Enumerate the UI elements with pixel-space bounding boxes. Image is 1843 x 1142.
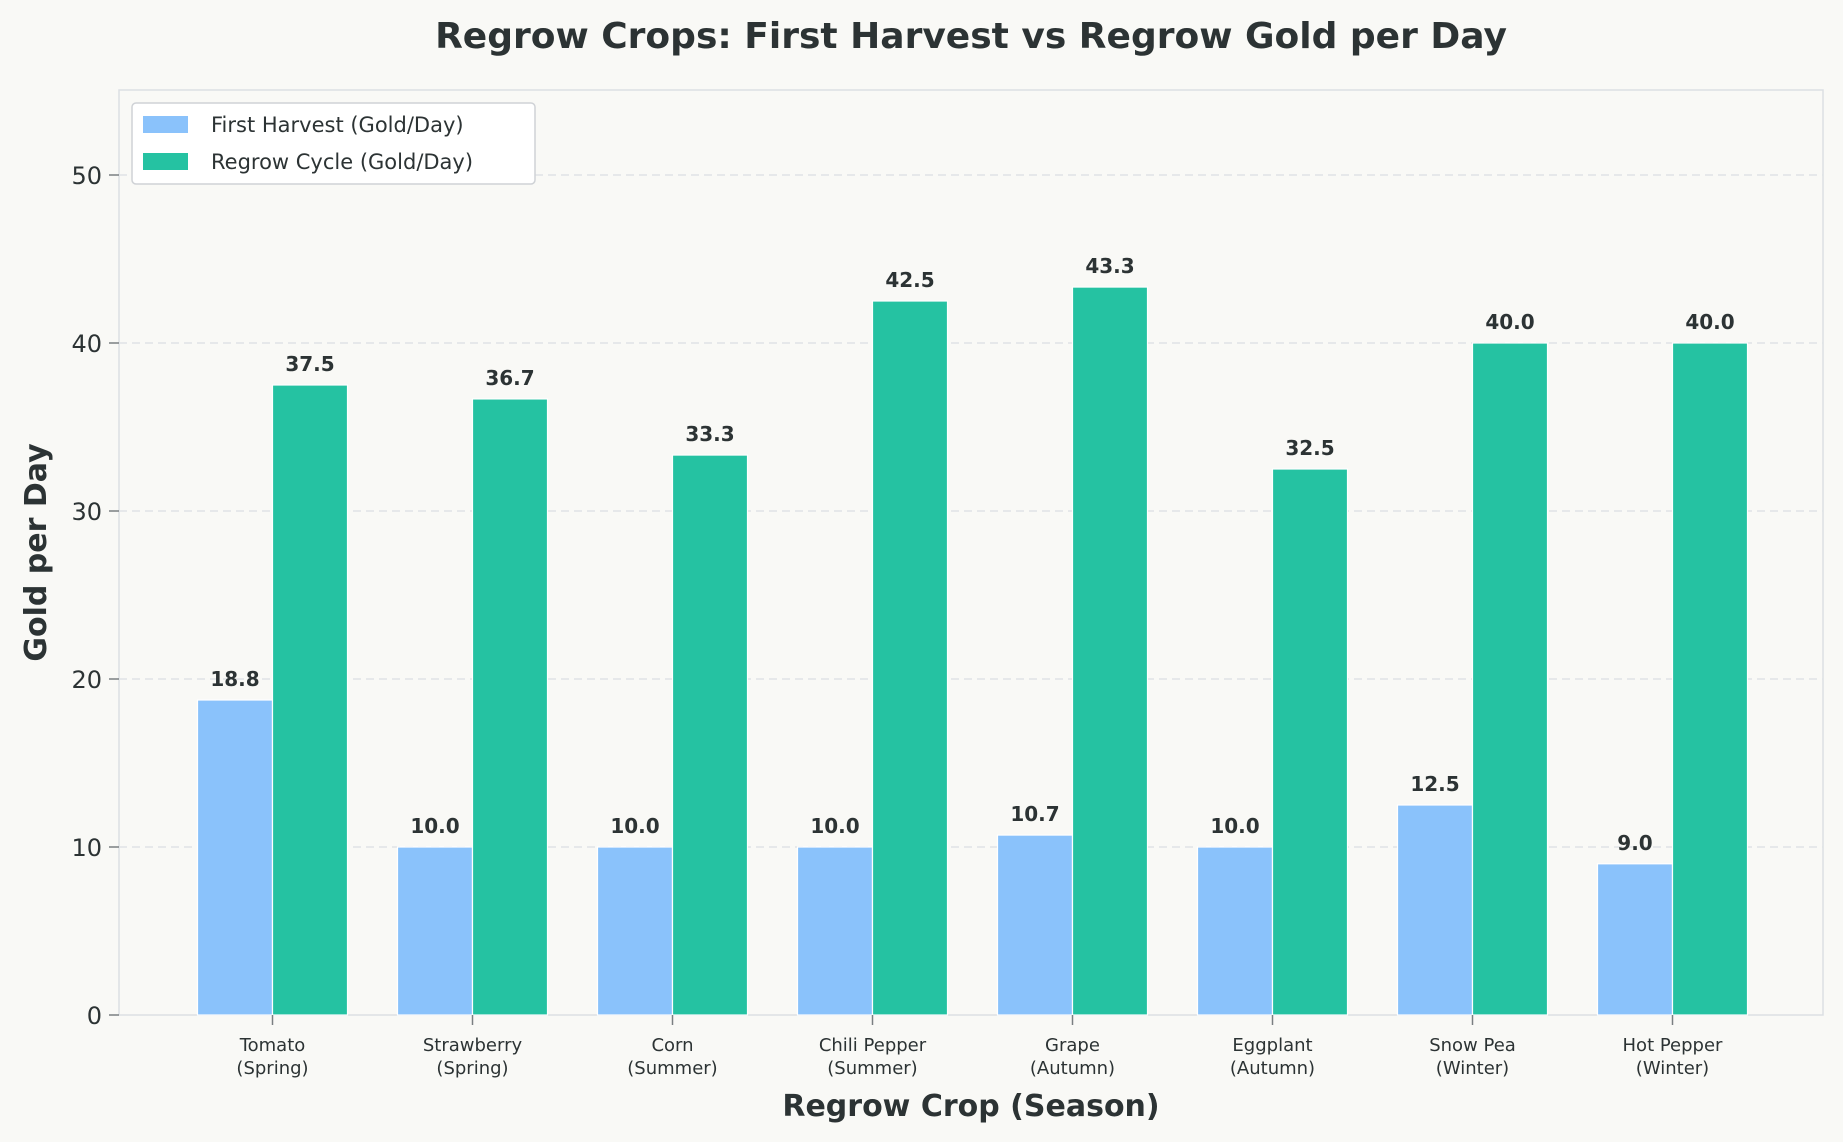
bar-value-label: 10.7	[1010, 802, 1059, 826]
bar-value-label: 18.8	[210, 667, 259, 691]
bar-first-harvest	[796, 846, 874, 1016]
legend-swatch-regrow-cycle	[143, 153, 188, 170]
y-tick-label: 50	[71, 162, 102, 190]
x-tick-label: Strawberry (Spring)	[423, 1035, 523, 1079]
bar-first-harvest	[196, 699, 274, 1016]
x-axis-label: Regrow Crop (Season)	[782, 1089, 1159, 1124]
bar-value-label: 10.0	[1210, 814, 1259, 838]
bar-first-harvest	[596, 846, 674, 1016]
y-tick-label: 20	[71, 666, 102, 694]
bar-value-label: 9.0	[1617, 831, 1652, 855]
x-tick-label: Eggplant (Autumn)	[1230, 1035, 1315, 1079]
bar-value-label: 40.0	[1685, 310, 1734, 334]
bar-regrow-cycle	[471, 398, 549, 1016]
bar-value-label: 10.0	[810, 814, 859, 838]
y-tick-label: 40	[71, 330, 102, 358]
y-axis-label: Gold per Day	[19, 443, 54, 662]
x-tick-label: Hot Pepper (Winter)	[1623, 1035, 1724, 1079]
legend: First Harvest (Gold/Day) Regrow Cycle (G…	[131, 102, 536, 185]
x-tick-label: Chili Pepper (Summer)	[819, 1035, 927, 1079]
bar-value-label: 42.5	[885, 268, 934, 292]
bar-value-label: 10.0	[610, 814, 659, 838]
bar-regrow-cycle	[1671, 342, 1749, 1016]
bar-regrow-cycle	[871, 300, 949, 1016]
y-tick-label: 10	[71, 834, 102, 862]
bar-value-label: 43.3	[1085, 254, 1134, 278]
y-tick-label: 0	[87, 1002, 102, 1030]
bar-regrow-cycle	[1471, 342, 1549, 1016]
legend-label-first-harvest: First Harvest (Gold/Day)	[211, 113, 464, 137]
bar-value-label: 33.3	[685, 422, 734, 446]
legend-label-regrow-cycle: Regrow Cycle (Gold/Day)	[211, 150, 473, 174]
bar-first-harvest	[396, 846, 474, 1016]
x-tick-label: Corn (Summer)	[627, 1035, 717, 1079]
bar-value-label: 37.5	[285, 352, 334, 376]
bar-first-harvest	[1196, 846, 1274, 1016]
x-tick-label: Tomato (Spring)	[236, 1035, 308, 1079]
chart-title: Regrow Crops: First Harvest vs Regrow Go…	[435, 16, 1507, 57]
bar-regrow-cycle	[671, 454, 749, 1016]
y-tick-label: 30	[71, 498, 102, 526]
bar-value-label: 40.0	[1485, 310, 1534, 334]
bar-regrow-cycle	[271, 384, 349, 1016]
bar-regrow-cycle	[1271, 468, 1349, 1016]
bar-first-harvest	[1596, 863, 1674, 1016]
bar-value-label: 36.7	[485, 366, 534, 390]
bar-first-harvest	[1396, 804, 1474, 1016]
legend-box	[131, 102, 536, 185]
x-tick-label: Snow Pea (Winter)	[1429, 1035, 1516, 1079]
x-tick-label: Grape (Autumn)	[1030, 1035, 1115, 1079]
legend-swatch-first-harvest	[143, 116, 188, 133]
plot-area	[118, 89, 1824, 1016]
bar-regrow-cycle	[1071, 286, 1149, 1016]
bar-value-label: 12.5	[1410, 772, 1459, 796]
bar-first-harvest	[996, 834, 1074, 1016]
bar-value-label: 32.5	[1285, 436, 1334, 460]
bar-value-label: 10.0	[410, 814, 459, 838]
